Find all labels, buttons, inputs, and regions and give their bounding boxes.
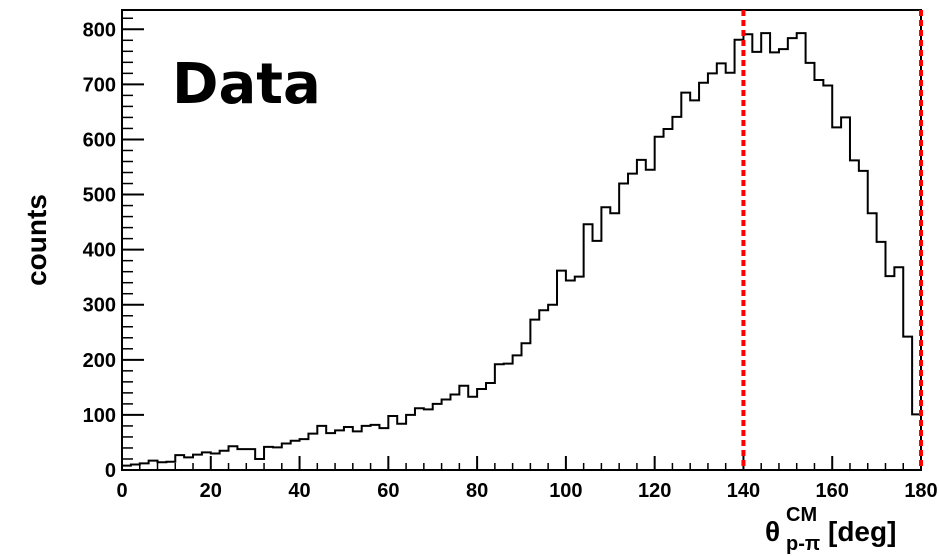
x-axis-title-unit: [deg] [828, 516, 896, 547]
cut-lines [741, 10, 923, 470]
histogram-series [122, 32, 922, 467]
x-axis-title-subscript: p-π [786, 533, 820, 555]
y-axis-ticks: 0 100 200 300 400 500 600 700 800 [83, 17, 144, 482]
y-tick-label: 500 [83, 185, 116, 207]
y-tick-label: 300 [83, 295, 116, 317]
x-tick-label: 120 [638, 480, 671, 502]
x-axis-title-superscript: CM [786, 504, 817, 526]
data-annotation: Data [172, 52, 321, 117]
x-tick-label: 140 [727, 480, 760, 502]
y-tick-label: 200 [83, 350, 116, 372]
y-tick-label: 0 [105, 460, 116, 482]
x-tick-label: 60 [377, 480, 399, 502]
x-axis-ticks: 0 20 40 60 80 100 120 140 160 180 [116, 456, 938, 502]
y-axis-title: counts [21, 194, 52, 286]
x-axis-title: θ CM p-π [deg] [765, 504, 896, 555]
x-tick-label: 40 [288, 480, 310, 502]
y-tick-label: 800 [83, 19, 116, 41]
y-tick-label: 700 [83, 74, 116, 96]
y-tick-label: 100 [83, 405, 116, 427]
x-axis-title-symbol: θ [765, 516, 780, 547]
x-tick-label: 180 [904, 480, 937, 502]
x-tick-label: 160 [816, 480, 849, 502]
x-tick-label: 80 [466, 480, 488, 502]
x-tick-label: 0 [116, 480, 127, 502]
y-tick-label: 600 [83, 129, 116, 151]
y-tick-label: 400 [83, 240, 116, 262]
x-tick-label: 100 [549, 480, 582, 502]
x-tick-label: 20 [200, 480, 222, 502]
